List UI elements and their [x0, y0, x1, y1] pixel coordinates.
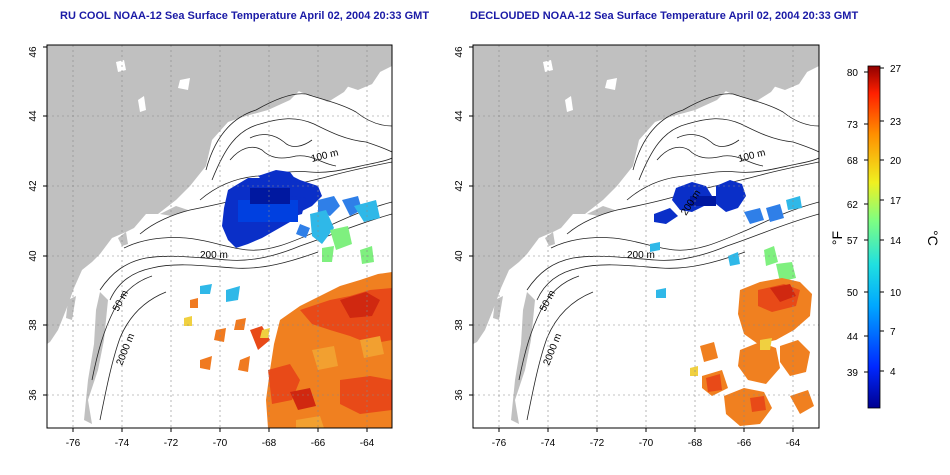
right-y-tick-label: 40	[454, 250, 465, 262]
celsius-tick-label: 10	[890, 288, 902, 299]
right-land	[473, 45, 819, 344]
left-map: 100 m 200 m 50 m 2000 m -76 -74 -72 -70	[28, 44, 393, 449]
fahrenheit-tick-label: 50	[847, 288, 859, 299]
left-y-tick-label: 40	[28, 250, 39, 262]
right-x-tick-label: -72	[590, 438, 605, 449]
right-x-tick-label: -74	[541, 438, 556, 449]
left-y-tick-label: 38	[28, 319, 39, 331]
celsius-tick-label: 14	[890, 236, 902, 247]
left-y-tick-label: 46	[28, 46, 39, 58]
color-bar: 80 73 68 62 57 50 44 39 27 23 20 17 14 1…	[829, 64, 941, 409]
fahrenheit-unit-label: °F	[829, 231, 845, 245]
celsius-tick-label: 7	[890, 327, 896, 338]
right-y-tick-label: 44	[454, 110, 465, 122]
color-bar-gradient	[867, 65, 881, 409]
right-map-title: DECLOUDED NOAA-12 Sea Surface Temperatur…	[470, 10, 859, 22]
right-map: 100 m 200 m 200 m 50 m 2000 m -76 -74 -7…	[454, 44, 820, 449]
celsius-unit-label: °C	[925, 230, 941, 246]
left-y-tick-label: 36	[28, 389, 39, 401]
right-contour-label-200m-shelf: 200 m	[627, 250, 655, 261]
left-y-tick-label: 44	[28, 110, 39, 122]
right-y-tick-label: 46	[454, 46, 465, 58]
left-x-tick-label: -64	[360, 438, 375, 449]
left-x-tick-label: -74	[115, 438, 130, 449]
left-x-tick-label: -76	[66, 438, 81, 449]
celsius-tick-label: 20	[890, 156, 902, 167]
left-x-tick-label: -66	[311, 438, 326, 449]
celsius-tick-label: 27	[890, 64, 902, 75]
left-x-tick-label: -72	[164, 438, 179, 449]
left-x-tick-label: -70	[213, 438, 228, 449]
left-x-tick-label: -68	[262, 438, 277, 449]
fahrenheit-tick-label: 80	[847, 68, 859, 79]
left-land	[47, 45, 392, 344]
fahrenheit-tick-label: 57	[847, 236, 859, 247]
celsius-tick-label: 4	[890, 367, 896, 378]
right-y-tick-label: 36	[454, 389, 465, 401]
right-x-tick-label: -76	[492, 438, 507, 449]
left-map-title: RU COOL NOAA-12 Sea Surface Temperature …	[60, 10, 430, 22]
celsius-tick-label: 17	[890, 196, 902, 207]
fahrenheit-tick-label: 73	[847, 120, 859, 131]
fahrenheit-tick-label: 44	[847, 332, 859, 343]
right-y-tick-label: 42	[454, 180, 465, 192]
right-x-tick-label: -68	[688, 438, 703, 449]
right-x-tick-label: -64	[786, 438, 801, 449]
right-y-tick-label: 38	[454, 319, 465, 331]
fahrenheit-tick-label: 39	[847, 368, 859, 379]
celsius-tick-label: 23	[890, 117, 902, 128]
left-contour-label-200m: 200 m	[200, 250, 228, 261]
fahrenheit-tick-label: 62	[847, 200, 859, 211]
fahrenheit-tick-label: 68	[847, 156, 859, 167]
right-x-tick-label: -66	[737, 438, 752, 449]
left-y-tick-label: 42	[28, 180, 39, 192]
right-x-tick-label: -70	[639, 438, 654, 449]
